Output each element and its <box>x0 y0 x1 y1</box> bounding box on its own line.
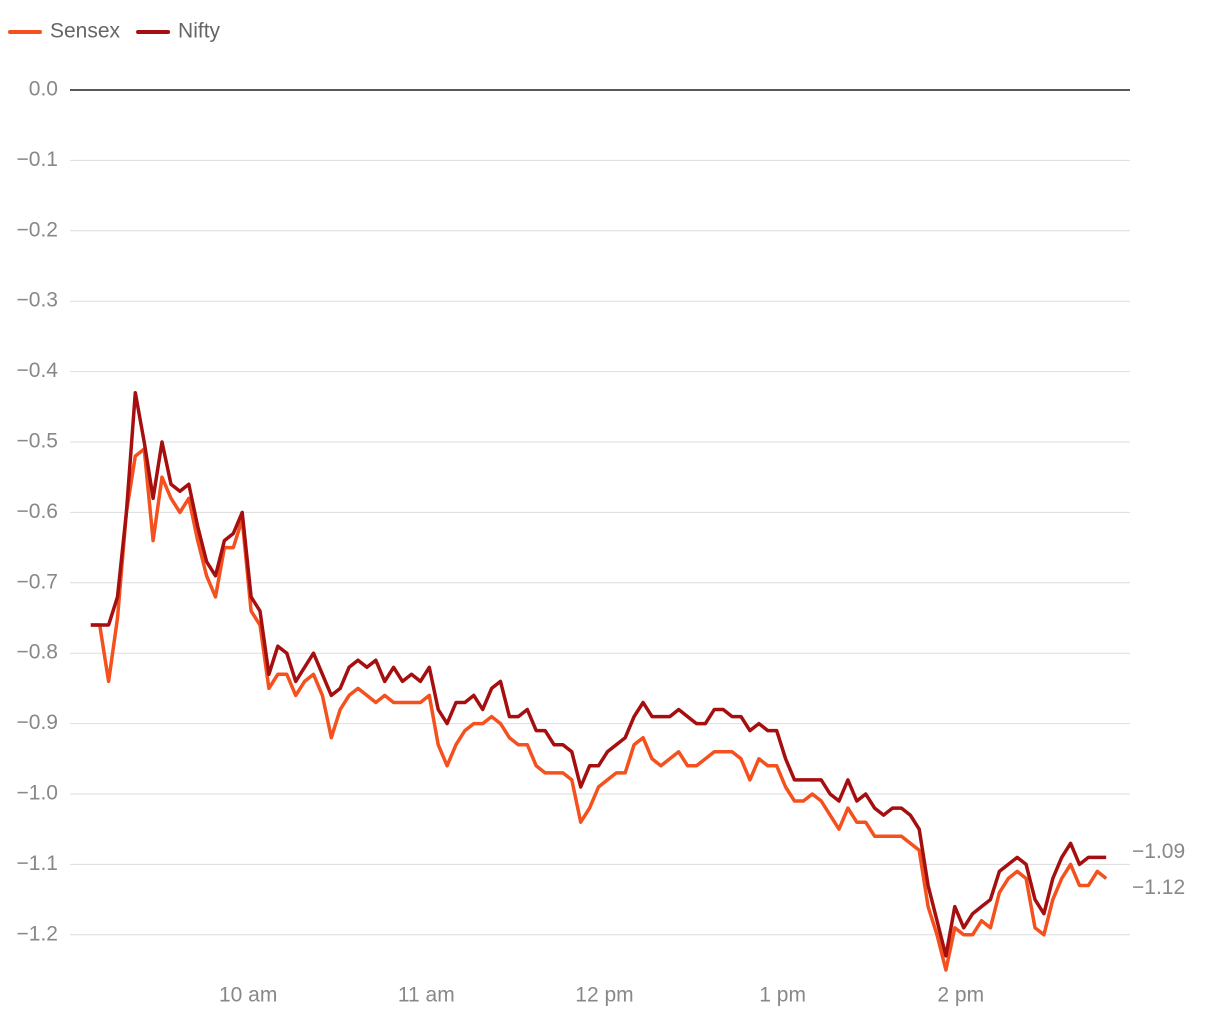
y-tick-label: −0.7 <box>17 570 58 593</box>
end-label: −1.12 <box>1132 876 1185 899</box>
y-tick-label: −1.2 <box>17 922 58 945</box>
legend-label: Sensex <box>50 20 121 43</box>
x-tick-label: 2 pm <box>937 984 984 1007</box>
y-tick-label: −1.1 <box>17 852 58 875</box>
y-tick-label: −0.3 <box>17 289 58 312</box>
x-tick-label: 12 pm <box>575 984 633 1007</box>
y-tick-label: −0.1 <box>17 148 58 171</box>
y-tick-label: −0.6 <box>17 500 58 523</box>
x-tick-label: 10 am <box>219 984 277 1007</box>
series-line <box>90 447 1108 972</box>
series-line <box>90 390 1107 958</box>
end-label: −1.09 <box>1132 840 1185 863</box>
y-tick-label: −1.0 <box>17 782 58 805</box>
y-tick-label: −0.8 <box>17 641 58 664</box>
legend: Sensex Nifty <box>8 20 221 43</box>
x-tick-label: 1 pm <box>759 984 806 1007</box>
x-tick-label: 11 am <box>398 984 455 1007</box>
legend-label: Nifty <box>178 20 221 43</box>
y-tick-label: −0.5 <box>17 430 58 453</box>
y-tick-label: −0.2 <box>17 218 58 241</box>
y-tick-label: 0.0 <box>29 78 58 101</box>
y-tick-label: −0.9 <box>17 711 58 734</box>
y-tick-label: −0.4 <box>17 359 59 382</box>
